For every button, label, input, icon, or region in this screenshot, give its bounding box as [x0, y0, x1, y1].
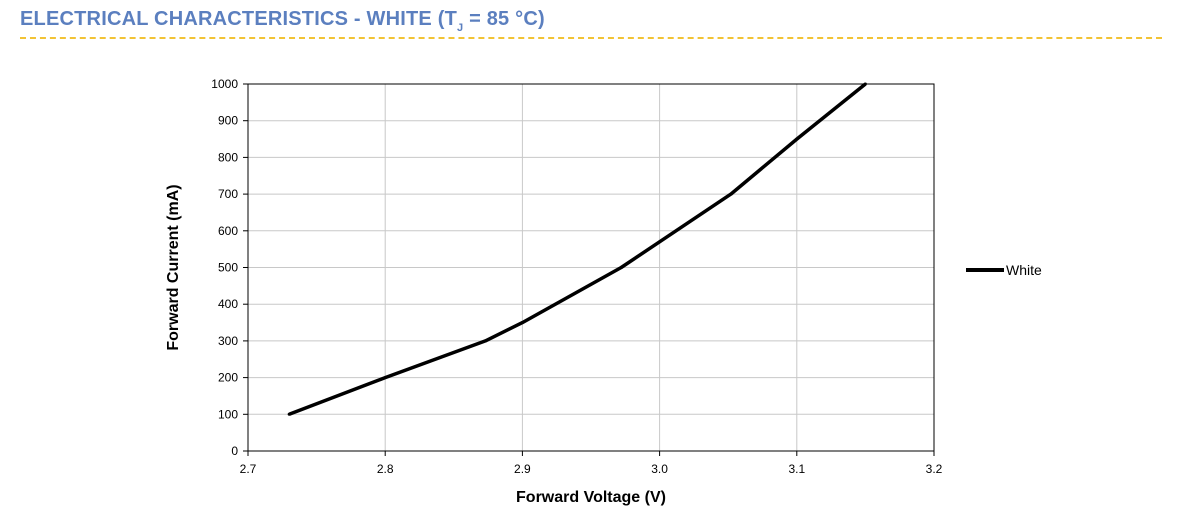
- x-tick-label: 2.7: [240, 462, 257, 476]
- y-tick-label: 1000: [211, 77, 238, 91]
- series-line-white: [288, 82, 867, 416]
- y-tick-label: 600: [218, 224, 238, 238]
- y-tick-label: 400: [218, 297, 238, 311]
- series-lines: [287, 82, 867, 416]
- x-tick-label: 3.1: [788, 462, 805, 476]
- data-point: [287, 412, 291, 416]
- chart-legend: White: [966, 262, 1042, 278]
- title-prefix: ELECTRICAL CHARACTERISTICS - WHITE (T: [20, 8, 458, 30]
- y-tick-label: 100: [218, 407, 238, 421]
- x-tick-label: 3.2: [926, 462, 943, 476]
- grid-lines: [248, 84, 934, 451]
- title-suffix: = 85 °C): [463, 8, 545, 30]
- y-tick-label: 700: [218, 187, 238, 201]
- dashed-divider: [20, 37, 1162, 39]
- data-point: [619, 266, 623, 269]
- y-axis-title: Forward Current (mA): [165, 184, 182, 350]
- legend-label: White: [1006, 262, 1042, 278]
- y-tick-label: 900: [218, 114, 238, 128]
- page-title: ELECTRICAL CHARACTERISTICS - WHITE (TJ =…: [20, 8, 545, 34]
- y-tick-label: 200: [218, 371, 238, 385]
- y-tick-label: 300: [218, 334, 238, 348]
- data-point: [863, 82, 867, 86]
- data-point: [795, 137, 799, 141]
- x-axis-title: Forward Voltage (V): [516, 489, 666, 506]
- x-tick-label: 3.0: [651, 462, 668, 476]
- x-tick-label: 2.9: [514, 462, 531, 476]
- data-point: [483, 339, 487, 343]
- y-tick-label: 0: [231, 444, 238, 458]
- data-point: [520, 321, 524, 325]
- axis-ticks: 0 100 200 300 400 500 600 700 800 900 1000 2.7 2.8 2.…: [211, 77, 942, 476]
- y-tick-label: 500: [218, 261, 238, 275]
- x-tick-label: 2.8: [377, 462, 394, 476]
- section-header: ELECTRICAL CHARACTERISTICS - WHITE (TJ =…: [20, 6, 1162, 40]
- title-subscript: J: [457, 22, 464, 34]
- data-point: [658, 240, 662, 244]
- data-point: [383, 376, 387, 380]
- y-tick-label: 800: [218, 150, 238, 164]
- data-point: [729, 192, 733, 196]
